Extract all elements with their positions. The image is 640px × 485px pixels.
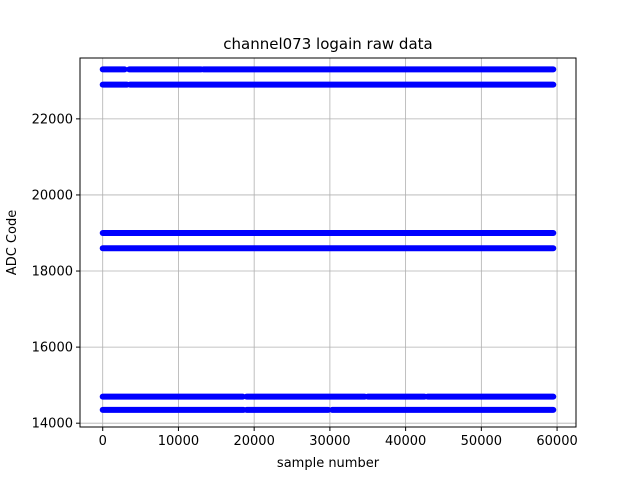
x-tick-label: 40000 [385,434,426,449]
y-axis-label: ADC Code [5,210,20,275]
x-tick-label: 10000 [158,434,199,449]
chart-title: channel073 logain raw data [223,35,432,53]
x-tick-label: 60000 [536,434,577,449]
x-axis-label: sample number [277,456,380,471]
y-tick-label: 16000 [32,341,73,356]
grid [80,58,576,427]
x-tick-label: 50000 [461,434,502,449]
y-tick-label: 14000 [32,417,73,432]
x-tick-label: 20000 [233,434,274,449]
y-tick-label: 22000 [32,112,73,127]
ticks: 0 10000 20000 30000 40000 50000 60000 14000 1600… [32,112,578,449]
x-tick-label: 30000 [309,434,350,449]
y-tick-label: 20000 [32,188,73,203]
axes-frame [79,57,577,428]
y-tick-label: 18000 [32,265,73,280]
data-points [99,66,557,413]
x-tick-label: 0 [99,434,107,449]
